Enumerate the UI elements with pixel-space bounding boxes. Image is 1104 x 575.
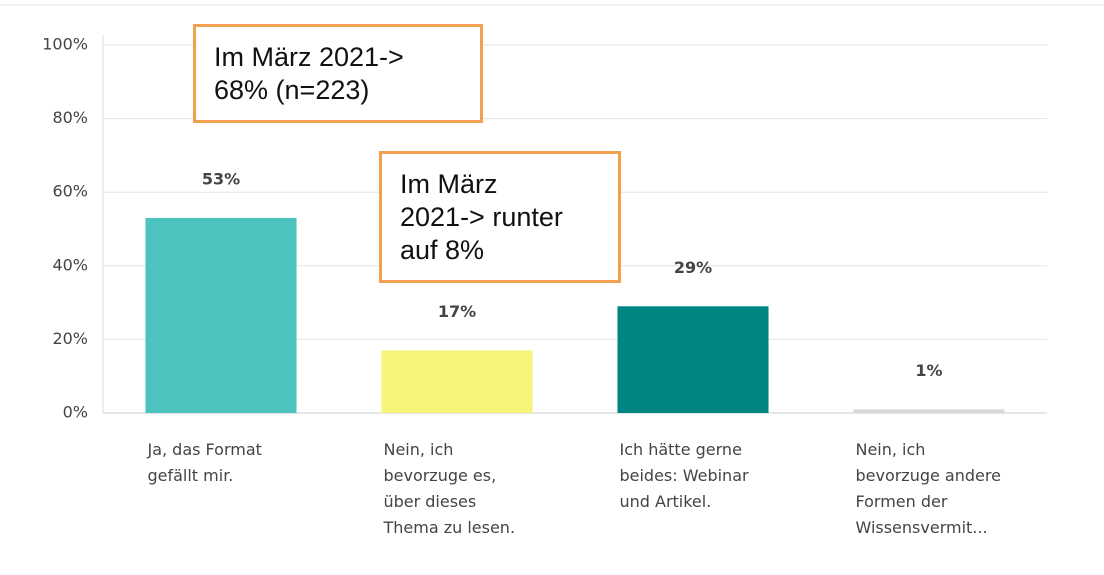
annotation-box: Im März 2021-> runter auf 8% [379,151,621,283]
bar [617,306,769,413]
value-label: 29% [674,258,712,277]
annotation-box: Im März 2021-> 68% (n=223) [193,24,483,123]
x-tick-label: Nein, ich bevorzuge andere Formen der Wi… [855,440,1001,537]
bar [145,217,297,413]
y-tick-label: 40% [52,255,88,274]
x-tick-label: Ja, das Format gefällt mir. [147,440,262,485]
bar [381,350,533,413]
bar [853,409,1005,413]
value-label: 1% [915,361,942,380]
value-label: 53% [202,169,240,188]
y-tick-label: 20% [52,329,88,348]
value-label: 17% [438,302,476,321]
y-tick-label: 0% [63,403,88,422]
x-tick-label: Nein, ich bevorzuge es, über dieses Them… [383,440,516,537]
x-tick-label: Ich hätte gerne beides: Webinar und Arti… [619,440,749,511]
y-tick-label: 80% [52,108,88,127]
y-tick-label: 100% [42,35,88,54]
y-tick-label: 60% [52,182,88,201]
